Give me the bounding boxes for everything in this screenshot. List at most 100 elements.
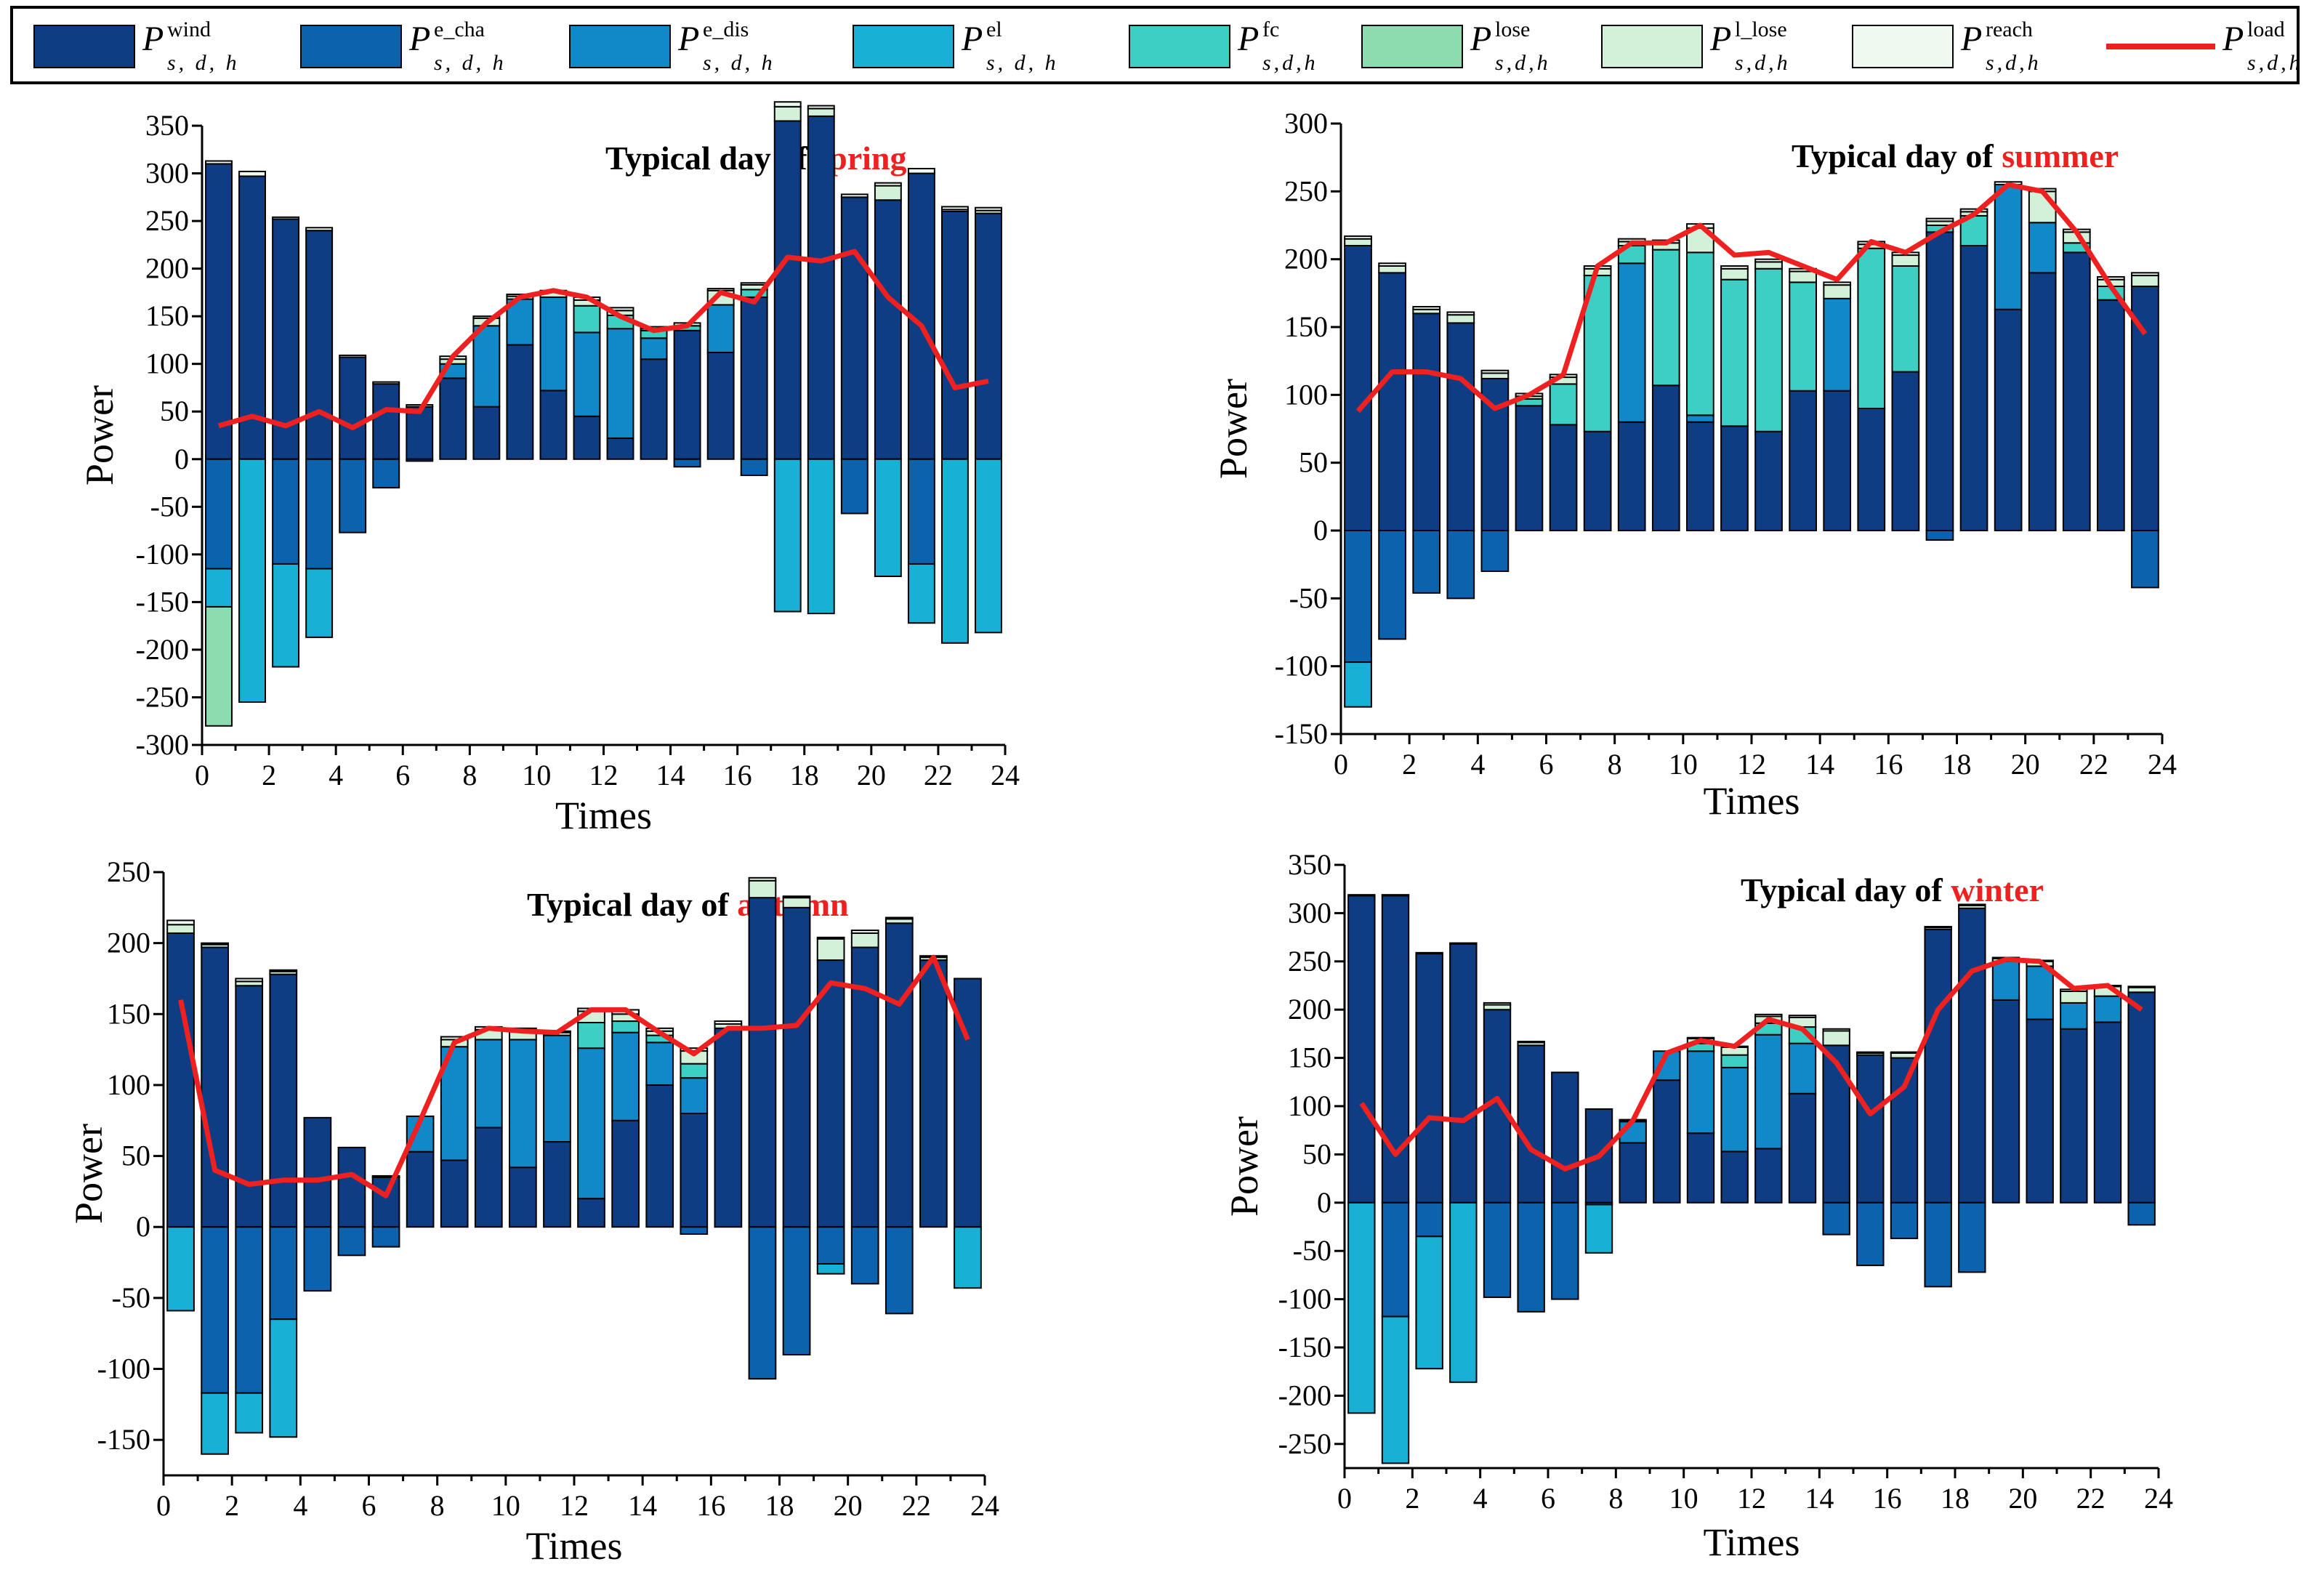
autumn-x-tick-label: 14 (628, 1489, 657, 1522)
autumn-bar-fc-h14 (611, 1020, 640, 1033)
chart-spring: -300-250-200-150-100-5005010015020025030… (78, 101, 1020, 837)
winter-bar-wind-h6 (1517, 1044, 1545, 1204)
legend-label-reach: P (1961, 20, 1983, 58)
summer-bar-e_dis-h15 (1823, 297, 1852, 392)
winter-bar-e_cha-h6 (1517, 1201, 1545, 1313)
winter-bar-wind-h17 (1890, 1057, 1919, 1204)
spring-bar-reach-h9 (472, 315, 501, 319)
autumn-bar-e_cha-h22 (884, 1226, 914, 1315)
autumn-bar-wind-h10 (474, 1127, 503, 1228)
spring-x-tick-label: 14 (656, 759, 685, 791)
autumn-bar-wind-h22 (884, 922, 914, 1228)
spring-bar-reach-h5 (339, 354, 367, 358)
winter-bar-reach-h16 (1856, 1051, 1885, 1054)
summer-y-tick-label: 50 (1299, 446, 1328, 479)
summer-bar-fc-h7 (1549, 383, 1578, 426)
autumn-bar-wind-h7 (371, 1176, 400, 1228)
summer-bar-reach-h2 (1378, 262, 1406, 267)
autumn-bar-reach-h21 (850, 930, 879, 934)
spring-y-axis-title: Power (78, 385, 121, 485)
legend-label-el: P (962, 20, 983, 58)
winter-bar-wind-h23 (2093, 1021, 2122, 1204)
autumn-bar-l_lose-h21 (850, 932, 879, 948)
winter-bar-e_cha-h16 (1856, 1201, 1885, 1267)
autumn-bar-fc-h16 (680, 1063, 709, 1079)
autumn-y-tick-label: 150 (107, 997, 150, 1030)
summer-bar-l_lose-h14 (1789, 270, 1817, 283)
winter-title-season: winter (1951, 871, 2044, 908)
summer-bar-wind-h3 (1412, 313, 1441, 531)
summer-x-tick-label: 16 (1874, 748, 1903, 781)
autumn-y-tick-label: 0 (136, 1210, 150, 1243)
summer-bar-l_lose-h5 (1480, 372, 1510, 379)
legend-label-wind: P (142, 20, 164, 58)
spring-bar-e_dis-h12 (573, 331, 601, 417)
legend-label-fc: P (1238, 20, 1260, 58)
summer-bar-e_cha-h3 (1412, 530, 1441, 594)
winter-load-line (1359, 956, 2143, 1172)
summer-bar-fc-h14 (1789, 281, 1817, 392)
spring-bar-wind-h11 (539, 390, 568, 460)
legend-sub-wind: s, d, h (167, 51, 240, 75)
winter-bar-l_lose-h22 (2060, 990, 2088, 1004)
spring-y-tick-label: 50 (160, 395, 189, 427)
spring-bar-e_cha-h20 (840, 458, 869, 515)
winter-bar-wind-h21 (2026, 1018, 2054, 1204)
spring-bar-reach-h18 (773, 101, 802, 108)
spring-bar-e_dis-h11 (539, 296, 568, 392)
summer-bar-wind-h13 (1754, 430, 1783, 531)
legend-swatch-el (853, 25, 954, 68)
winter-y-tick-label: 300 (1288, 896, 1331, 929)
winter-bar-el-h4 (1449, 1201, 1478, 1383)
summer-load-line (1355, 182, 2148, 414)
summer-bar-e_dis-h11 (1686, 414, 1714, 423)
summer-bar-fc-h13 (1754, 267, 1783, 432)
spring-bar-wind-h13 (606, 437, 634, 460)
autumn-bar-e_cha-h7 (371, 1226, 400, 1248)
summer-bar-l_lose-h17 (1891, 254, 1920, 267)
spring-y-tick-label: 300 (145, 157, 189, 190)
autumn-bar-e_dis-h13 (577, 1047, 605, 1200)
winter-x-tick-label: 22 (2076, 1482, 2105, 1515)
summer-bar-wind-h10 (1651, 384, 1680, 531)
spring-bar-reach-h19 (807, 105, 835, 110)
spring-bar-e_cha-h15 (673, 458, 701, 468)
winter-bar-el-h2 (1381, 1315, 1410, 1464)
autumn-bar-e_cha-h16 (680, 1226, 709, 1235)
autumn-x-tick-label: 6 (362, 1489, 376, 1522)
winter-bar-wind-h22 (2060, 1028, 2088, 1204)
spring-bar-reach-h21 (874, 182, 902, 187)
summer-y-tick-label: 0 (1313, 514, 1328, 547)
winter-bar-e_dis-h22 (2060, 1001, 2088, 1030)
legend-swatch-lose (1361, 25, 1463, 68)
autumn-bar-e_dis-h15 (645, 1041, 674, 1086)
summer-y-tick-label: 150 (1284, 310, 1328, 343)
winter-x-axis-title: Times (1703, 1520, 1800, 1564)
spring-bar-el-h21 (874, 458, 902, 577)
autumn-x-tick-label: 18 (765, 1489, 794, 1522)
winter-bar-fc-h12 (1720, 1054, 1749, 1068)
summer-x-tick-label: 18 (1943, 748, 1972, 781)
spring-bar-el-h19 (807, 458, 835, 615)
summer-bar-wind-h20 (1994, 308, 2023, 531)
autumn-x-tick-label: 4 (293, 1489, 307, 1522)
summer-x-tick-label: 24 (2148, 748, 2177, 781)
legend-swatch-wind (33, 25, 135, 68)
autumn-bar-wind-h23 (919, 959, 948, 1228)
spring-bar-e_cha-h5 (339, 458, 367, 533)
autumn-y-tick-label: 50 (121, 1140, 150, 1172)
autumn-bar-e_dis-h10 (474, 1039, 503, 1129)
legend-label-e_dis: P (678, 20, 700, 58)
winter-bar-e_dis-h14 (1788, 1042, 1817, 1095)
summer-bar-wind-h23 (2097, 299, 2125, 531)
autumn-bar-l_lose-h19 (782, 897, 811, 908)
winter-bar-e_cha-h24 (2127, 1201, 2156, 1226)
winter-bar-reach-h19 (1958, 903, 1986, 906)
spring-bar-reach-h3 (272, 216, 300, 220)
autumn-y-tick-label: -100 (97, 1353, 150, 1385)
legend-sub-e_dis: s, d, h (703, 51, 775, 75)
summer-x-tick-label: 2 (1402, 748, 1417, 781)
spring-bar-wind-h8 (439, 377, 467, 460)
legend-sup-reach: reach (1986, 17, 2033, 41)
